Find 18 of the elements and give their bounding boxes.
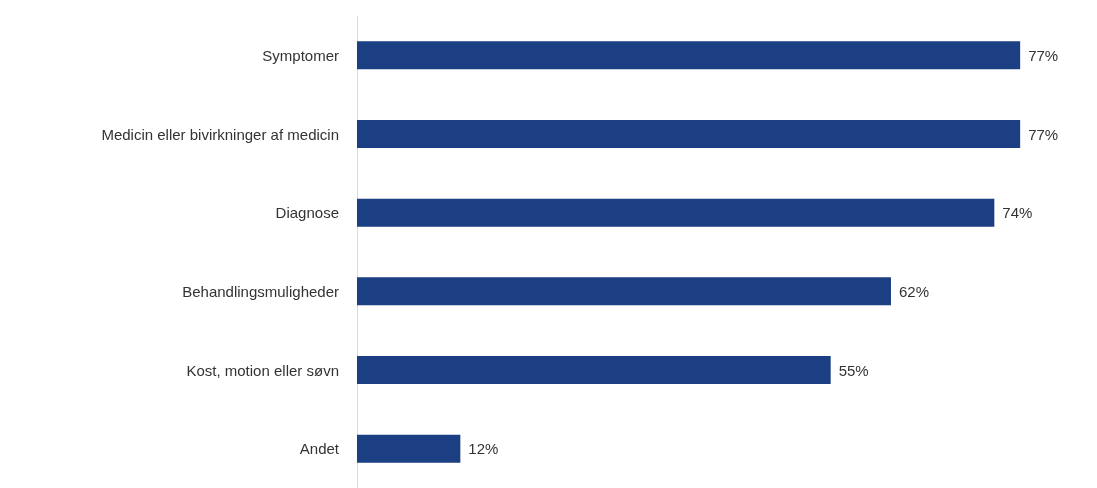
y-tick-label: Symptomer (262, 46, 339, 64)
bar (357, 356, 831, 384)
data-label: 55% (838, 361, 869, 379)
bar (357, 277, 891, 306)
y-tick-label: Andet (299, 440, 340, 458)
bar (357, 198, 995, 227)
y-tick-label: Diagnose (275, 204, 339, 222)
y-tick-label: Kost, motion eller søvn (186, 361, 339, 379)
bar (357, 120, 1021, 148)
data-label: 77% (1028, 46, 1059, 64)
bar (357, 434, 461, 463)
data-label: 62% (898, 282, 930, 300)
bar (357, 41, 1021, 70)
y-tick-label: Behandlingsmuligheder (182, 282, 339, 300)
y-tick-label: Medicin eller bivirkninger af medicin (101, 125, 339, 143)
data-label: 77% (1028, 125, 1059, 143)
data-label: 12% (468, 440, 499, 458)
data-label: 74% (1002, 204, 1033, 222)
